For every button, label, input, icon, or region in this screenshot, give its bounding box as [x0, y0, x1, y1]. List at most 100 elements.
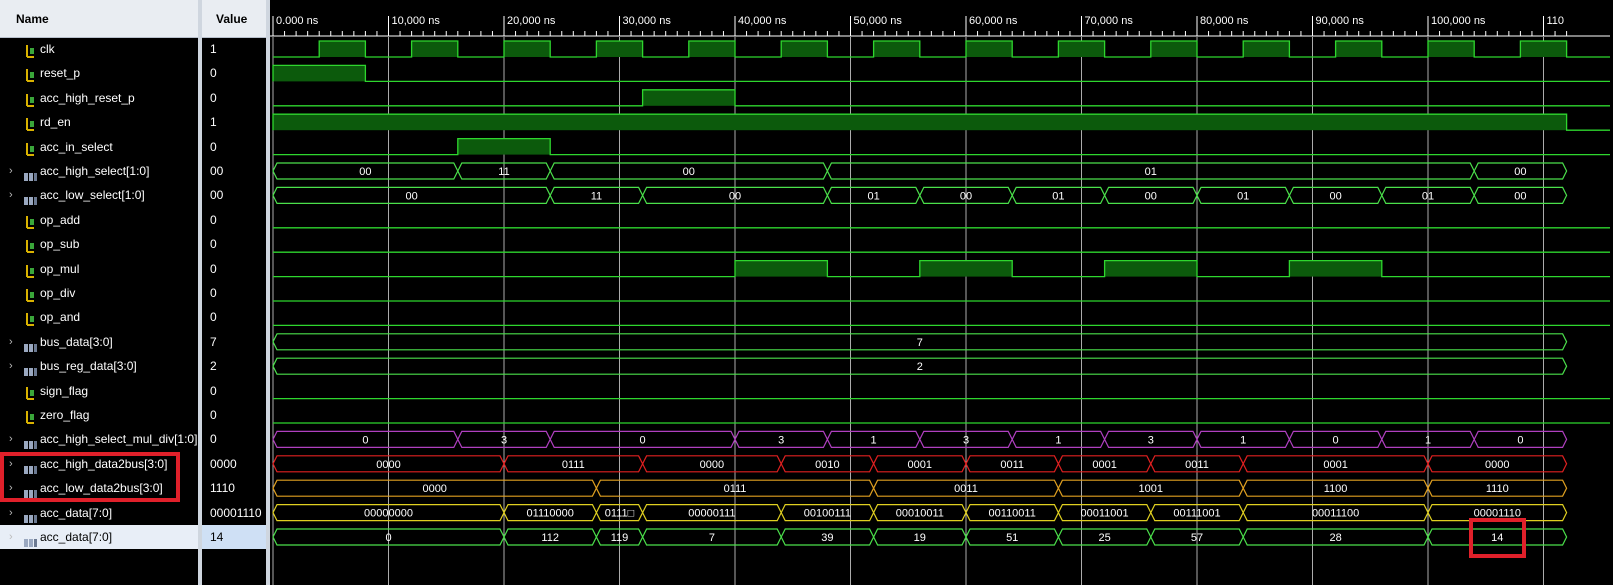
bus-signal-icon — [24, 337, 37, 352]
wave-op-mul-trace — [273, 259, 1610, 278]
signal-row-sign-flag[interactable]: sign_flag — [0, 379, 198, 403]
signal-name-label: op_sub — [40, 237, 80, 252]
expand-chevron-icon[interactable]: › — [9, 457, 13, 470]
wave-acc-data-bin-segment-value: 00110011 — [989, 508, 1036, 520]
wave-acc-high-select-mul-div-segment-value: 3 — [778, 434, 784, 446]
bus-signal-icon — [24, 459, 37, 474]
wave-acc-low-select-segment-value: 00 — [1145, 190, 1157, 202]
signal-row-clk[interactable]: clk — [0, 37, 198, 61]
bus-signal-icon — [24, 190, 37, 206]
wave-op-mul-high-fill — [1289, 260, 1382, 277]
wave-acc-high-data2bus-segment-value: 0001 — [1092, 459, 1116, 471]
wave-acc-low-select-segment — [1473, 186, 1568, 204]
signal-row-op-div[interactable]: op_div — [0, 281, 198, 305]
wave-acc-high-data2bus-segment-value: 0001 — [908, 459, 932, 471]
signal-row-op-mul[interactable]: op_mul — [0, 257, 198, 281]
signal-row-acc-high-select-mul-div[interactable]: › acc_high_select_mul_div[1:0] — [0, 427, 198, 451]
wave-acc-data-bin-segment-value: 00000000 — [364, 508, 413, 520]
signal-row-op-and[interactable]: op_and — [0, 305, 198, 329]
expand-chevron-icon[interactable]: › — [9, 189, 13, 202]
bit-signal-icon — [24, 310, 36, 327]
signal-value: 0 — [210, 408, 217, 422]
column-divider[interactable] — [198, 0, 202, 585]
wave-acc-data-bin-segment-value: 00011100 — [1312, 508, 1359, 520]
timeline-label: 50,000 ns — [854, 15, 903, 27]
expand-chevron-icon[interactable]: › — [9, 165, 13, 177]
wave-acc-data-bin-segment-value: 01110000 — [527, 508, 574, 520]
signal-row-acc-data-dec[interactable]: › acc_data[7:0] — [0, 525, 198, 549]
signal-value: 00 — [210, 188, 224, 203]
signal-row-op-add[interactable]: op_add — [0, 208, 198, 232]
expand-chevron-icon[interactable]: › — [9, 506, 13, 519]
signal-name-label: op_mul — [40, 261, 80, 276]
wave-acc-high-reset-p-trace — [273, 89, 1610, 107]
bus-signal-icon — [24, 434, 37, 450]
expand-chevron-icon[interactable]: › — [9, 335, 13, 348]
timeline-label: 20,000 ns — [507, 15, 556, 27]
wave-acc-data-bin-segment-value: 00010011 — [896, 508, 944, 520]
signal-name-label: rd_en — [40, 115, 71, 130]
wave-acc-high-select-segment — [1473, 162, 1568, 180]
signal-value: 1 — [210, 115, 217, 130]
signal-value: 0 — [210, 139, 217, 154]
wave-acc-low-data2bus-segment-value: 1001 — [1139, 483, 1163, 495]
signal-row-rd-en[interactable]: rd_en — [0, 110, 198, 134]
signal-row-zero-flag[interactable]: zero_flag — [0, 403, 198, 427]
signal-row-acc-in-select[interactable]: acc_in_select — [0, 135, 198, 159]
expand-chevron-icon[interactable]: › — [9, 482, 13, 495]
wave-op-mul-high-fill — [735, 260, 828, 277]
waveform-divider[interactable] — [266, 0, 270, 585]
signal-name-label: bus_data[3:0] — [40, 334, 113, 349]
signal-row-op-sub[interactable]: op_sub — [0, 232, 198, 256]
wave-acc-high-data2bus-segment-value: 0011 — [1000, 459, 1024, 471]
signal-name-label: acc_high_reset_p — [40, 90, 135, 105]
expand-chevron-icon[interactable]: › — [9, 360, 13, 373]
signal-name-label: acc_low_data2bus[3:0] — [40, 481, 163, 496]
wave-acc-high-select-mul-div-segment-value: 3 — [501, 434, 507, 446]
bit-signal-icon — [24, 213, 36, 229]
wave-acc-data-dec-segment-value: 51 — [1006, 532, 1018, 544]
wave-acc-low-select-segment-value: 01 — [1237, 190, 1249, 202]
wave-acc-high-data2bus-segment-value: 0001 — [1323, 459, 1347, 471]
wave-acc-high-data2bus-segment-value: 0000 — [700, 459, 724, 471]
signal-name-label: reset_p — [40, 66, 81, 81]
wave-acc-data-dec-segment-value: 14 — [1491, 532, 1503, 544]
wave-op-mul-high-fill — [1104, 260, 1197, 277]
wave-acc-high-select-mul-div-segment-value: 1 — [1425, 434, 1431, 446]
waveform-viewer[interactable]: 0.000 ns 10,000 ns 20,000 ns 30,000 ns 40,00… — [270, 0, 1613, 585]
signal-value: 0000 — [210, 456, 237, 471]
signal-row-acc-high-reset-p[interactable]: acc_high_reset_p — [0, 86, 198, 110]
wave-acc-high-select-mul-div-segment — [1473, 430, 1568, 448]
value-column-header[interactable]: Value — [202, 0, 266, 38]
signal-value: 0 — [210, 212, 217, 227]
signal-row-acc-data-bin[interactable]: › acc_data[7:0] — [0, 501, 198, 525]
bit-signal-icon — [24, 140, 36, 156]
wave-acc-low-select-segment-value: 11 — [591, 190, 602, 202]
wave-clk-high-fill — [319, 41, 366, 57]
signal-value: 00001110 — [210, 505, 262, 520]
wave-rd-en-high-fill — [273, 114, 1567, 131]
signal-row-acc-low-data2bus[interactable]: › acc_low_data2bus[3:0] — [0, 476, 198, 500]
signal-row-reset-p[interactable]: reset_p — [0, 61, 198, 85]
wave-acc-low-data2bus-segment-value: 0000 — [422, 483, 446, 495]
bit-signal-icon — [24, 286, 36, 302]
highlight-box-acc-value — [1469, 518, 1526, 558]
signal-row-acc-high-select[interactable]: › acc_high_select[1:0] — [0, 159, 198, 183]
wave-clk-high-fill — [1058, 41, 1105, 57]
name-column-header[interactable]: Name — [0, 0, 198, 38]
signal-value: 0 — [210, 90, 217, 105]
signal-value: 00 — [210, 164, 224, 178]
signal-row-acc-high-data2bus[interactable]: › acc_high_data2bus[3:0] — [0, 452, 198, 476]
signal-row-bus-data[interactable]: › bus_data[3:0] — [0, 330, 198, 354]
wave-acc-low-select-segment-value: 00 — [1329, 190, 1341, 202]
wave-acc-low-select-segment-value: 00 — [729, 190, 741, 202]
expand-chevron-icon[interactable]: › — [9, 433, 13, 446]
expand-chevron-icon[interactable]: › — [9, 531, 13, 543]
bit-signal-icon — [24, 91, 36, 107]
signal-name-label: bus_reg_data[3:0] — [40, 359, 137, 374]
wave-clk-trace — [273, 40, 1610, 58]
signal-row-bus-reg-data[interactable]: › bus_reg_data[3:0] — [0, 354, 198, 378]
signal-row-acc-low-select[interactable]: › acc_low_select[1:0] — [0, 183, 198, 207]
wave-acc-high-select-mul-div-segment-value: 1 — [871, 434, 877, 446]
wave-acc-data-dec-segment-value: 57 — [1191, 532, 1203, 544]
